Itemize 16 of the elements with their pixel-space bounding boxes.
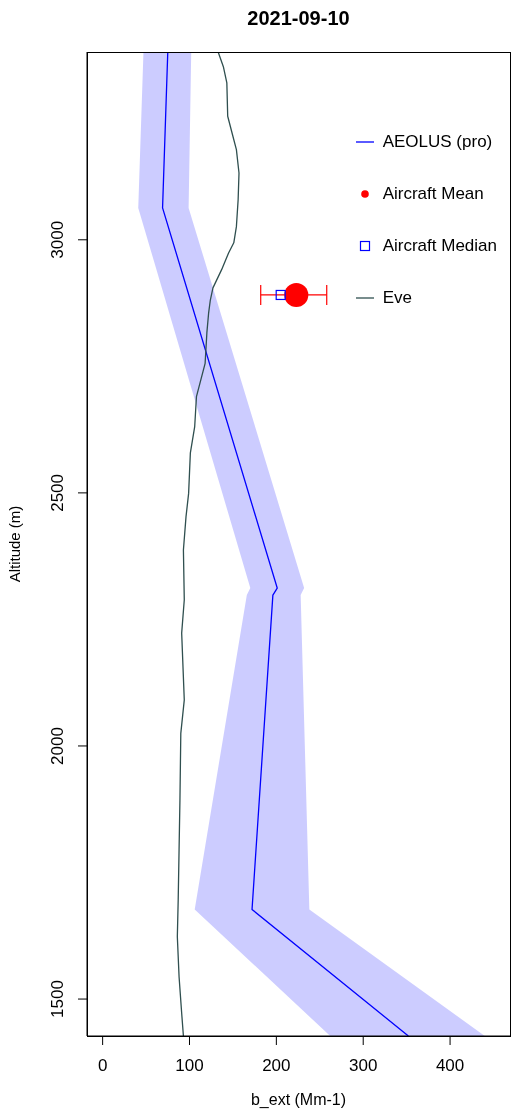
legend-label: AEOLUS (pro)	[382, 132, 493, 152]
x-axis-title: b_ext (Mm-1)	[249, 1091, 348, 1108]
x-tick-label: 100	[175, 1056, 204, 1075]
x-tick-label: 400	[435, 1056, 465, 1075]
y-tick-label: 2500	[48, 473, 67, 512]
x-tick-label: 300	[349, 1056, 378, 1075]
legend-label: Aircraft Median	[382, 236, 497, 256]
legend-label: Aircraft Mean	[382, 184, 484, 204]
y-tick-label: 3000	[48, 220, 67, 259]
chart-title: 2021-09-10	[246, 7, 351, 29]
legend-label: Eve	[382, 288, 412, 308]
y-tick-label: 1500	[48, 980, 67, 1018]
x-tick-label: 200	[262, 1056, 291, 1075]
y-tick-label: 2000	[48, 727, 67, 765]
x-tick-label: 0	[97, 1056, 108, 1075]
y-axis-title: Altitude (m)	[5, 505, 23, 583]
